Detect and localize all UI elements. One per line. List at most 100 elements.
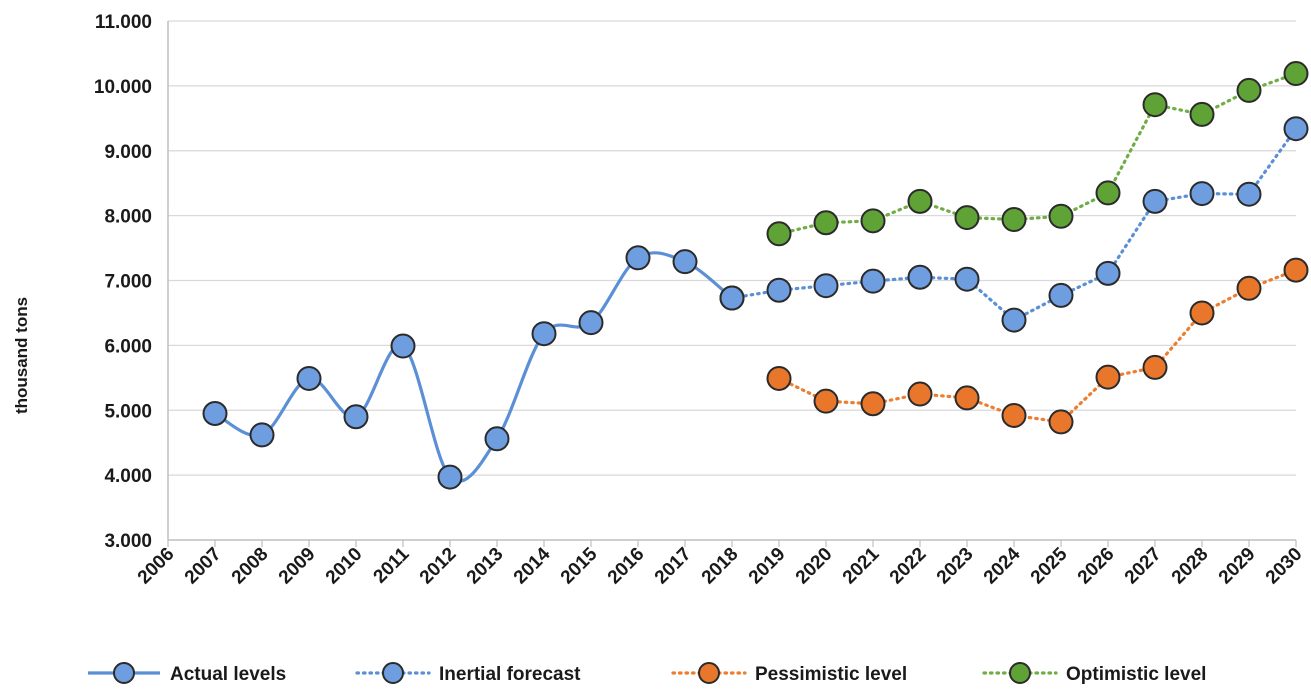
x-tick-label: 2028: [1168, 544, 1213, 589]
x-tick-label: 2023: [933, 544, 978, 589]
data-point: [1189, 181, 1215, 207]
data-point: [437, 464, 463, 490]
data-point: [1095, 364, 1121, 390]
data-point: [813, 273, 839, 299]
x-tick-label: 2017: [651, 544, 696, 589]
data-point: [1283, 61, 1309, 87]
x-tick-label: 2008: [228, 544, 273, 589]
legend-item-actual-levels: Actual levels: [88, 662, 286, 685]
series-line-actual-levels: [214, 251, 734, 483]
x-tick-label: 2024: [980, 543, 1025, 588]
data-point: [1236, 275, 1262, 301]
data-series: [202, 61, 1309, 490]
y-tick-label: 5.000: [104, 401, 152, 422]
data-point: [954, 385, 980, 411]
data-point: [766, 365, 792, 391]
y-tick-label: 10.000: [94, 77, 152, 98]
data-point: [1048, 203, 1074, 229]
y-tick-label: 6.000: [104, 336, 152, 357]
x-tick-label: 2030: [1262, 544, 1307, 589]
data-point: [719, 285, 745, 311]
y-axis-ticks: 3.000 4.000 5.000 6.000 7.000 8.000 9.000 10.00…: [94, 12, 152, 552]
x-tick-label: 2010: [322, 544, 367, 589]
data-point: [766, 277, 792, 303]
y-tick-label: 8.000: [104, 207, 152, 228]
data-point: [1189, 101, 1215, 127]
data-point: [766, 221, 792, 247]
data-point: [484, 426, 510, 452]
y-tick-label: 4.000: [104, 466, 152, 487]
legend-item-optimistic-level: Optimistic level: [982, 662, 1206, 685]
x-tick-label: 2012: [416, 544, 461, 589]
series-line-optimistic-level: [777, 71, 1298, 236]
x-tick-label: 2029: [1215, 544, 1260, 589]
x-tick-label: 2027: [1121, 544, 1166, 589]
data-point: [1142, 354, 1168, 380]
data-point: [1001, 207, 1027, 233]
series-optimistic-level: [766, 61, 1309, 247]
data-point: [860, 391, 886, 417]
y-axis-title: thousand tons: [12, 297, 31, 414]
y-tick-label: 3.000: [104, 531, 152, 552]
legend-label: Actual levels: [170, 664, 286, 685]
legend-marker: [382, 662, 404, 684]
data-point: [1095, 180, 1121, 206]
legend-item-pessimistic-level: Pessimistic level: [671, 662, 907, 685]
data-point: [907, 381, 933, 407]
x-tick-label: 2009: [275, 544, 320, 589]
data-point: [296, 365, 322, 391]
data-point: [1142, 92, 1168, 118]
data-point: [860, 208, 886, 234]
x-axis-ticks: 2006 2007 2008 2009 2010 2011 2012 2013 2014 2015…: [134, 540, 1307, 588]
x-tick-label: 2021: [839, 543, 884, 588]
data-point: [954, 266, 980, 292]
series-pessimistic-level: [766, 257, 1309, 435]
data-point: [390, 333, 416, 359]
x-tick-label: 2016: [604, 544, 649, 589]
data-point: [1095, 260, 1121, 286]
data-point: [672, 249, 698, 275]
x-tick-label: 2020: [792, 544, 837, 589]
data-point: [860, 268, 886, 294]
legend-marker: [698, 662, 720, 684]
data-point: [1236, 181, 1262, 207]
legend-item-inertial-forecast: Inertial forecast: [355, 662, 581, 685]
data-point: [1048, 409, 1074, 435]
data-point: [1283, 116, 1309, 142]
legend-label: Pessimistic level: [755, 664, 907, 685]
data-point: [1189, 300, 1215, 326]
data-point: [625, 245, 651, 271]
data-point: [343, 404, 369, 430]
x-tick-label: 2013: [463, 544, 508, 589]
x-tick-label: 2014: [510, 543, 555, 588]
x-tick-label: 2018: [698, 544, 743, 589]
data-point: [1142, 188, 1168, 214]
series-actual-levels: [202, 245, 745, 490]
data-point: [1283, 257, 1309, 283]
legend-label: Optimistic level: [1066, 664, 1206, 685]
data-point: [1236, 77, 1262, 103]
data-point: [813, 210, 839, 236]
data-point: [907, 188, 933, 214]
data-point: [578, 310, 604, 336]
data-point: [954, 205, 980, 231]
data-point: [1001, 402, 1027, 428]
legend-marker: [113, 662, 135, 684]
x-tick-label: 2026: [1074, 544, 1119, 589]
data-point: [531, 321, 557, 347]
data-point: [907, 264, 933, 290]
y-tick-label: 11.000: [95, 12, 152, 33]
data-point: [813, 388, 839, 414]
x-tick-label: 2011: [370, 543, 414, 587]
data-point: [1001, 307, 1027, 333]
x-tick-label: 2025: [1027, 543, 1072, 588]
legend-marker: [1009, 662, 1031, 684]
legend: Actual levels Inertial forecast Pessimisti…: [88, 662, 1206, 685]
data-point: [249, 422, 275, 448]
series-line-pessimistic-level: [777, 268, 1298, 424]
data-point: [202, 400, 228, 426]
y-tick-label: 7.000: [104, 272, 152, 293]
x-tick-label: 2019: [745, 544, 790, 589]
